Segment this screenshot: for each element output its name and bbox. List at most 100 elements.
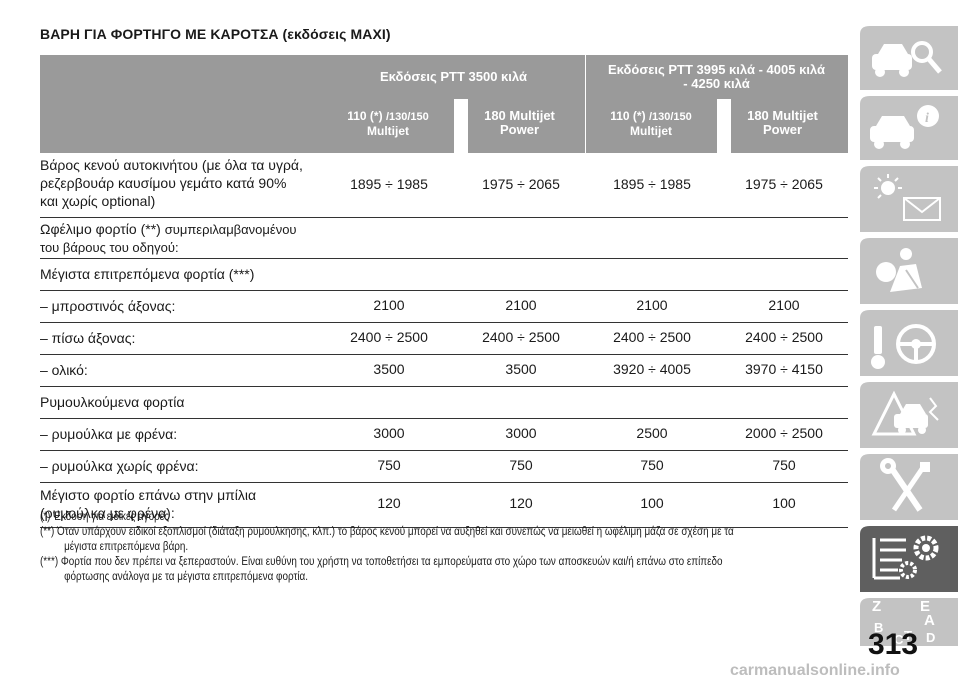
sub-header-110-multijet: 110 (*) /130/150 Multijet xyxy=(322,109,454,138)
svg-text:i: i xyxy=(925,111,929,126)
cell-value: 2500 xyxy=(636,425,668,441)
sub-header-130-150-label-2: /130/150 xyxy=(648,111,692,123)
row-label-line: Ωφέλιμο φορτίο (**) xyxy=(40,221,161,237)
row-towed-loads: Ρυμουλκούμενα φορτία xyxy=(40,387,848,419)
row-label: – ολικό: xyxy=(40,362,88,378)
cell-value: 750 xyxy=(640,457,664,473)
car-search-icon[interactable] xyxy=(860,26,958,90)
header-group-ptt3995-line2: - 4250 κιλά xyxy=(683,76,750,91)
cell-value: 2400 ÷ 2500 xyxy=(745,329,823,345)
sub-divider-1 xyxy=(454,99,468,153)
chapter-sidebar: i xyxy=(860,26,958,651)
cell-value: 3970 ÷ 4150 xyxy=(745,361,823,377)
sub-header-130-150-label: /130/150 xyxy=(385,111,429,123)
footnotes: (*) Έκδοση για ειδικές αγορές (**) Όταν … xyxy=(40,510,840,585)
car-info-icon[interactable]: i xyxy=(860,96,958,160)
footnote-2-cont: μέγιστα επιτρεπόμενα βάρη. xyxy=(64,541,189,553)
sub-header-multijet-label: Multijet xyxy=(367,124,409,138)
sub-header-multijet-label-2: Multijet xyxy=(630,124,672,138)
cell-value: 3920 ÷ 4005 xyxy=(613,361,691,377)
warning-lights-icon[interactable] xyxy=(860,166,958,232)
cell-value: 3000 xyxy=(373,425,405,441)
cell-value: 100 xyxy=(772,495,796,511)
index-letter: C xyxy=(894,632,904,647)
row-label: – μπροστινός άξονας: xyxy=(40,298,176,314)
row-label: Βάρος κενού αυτοκινήτου (με όλα τα υγρά,… xyxy=(40,156,303,210)
sub-header-110-label: 110 (*) xyxy=(347,109,383,123)
specs-gear-icon[interactable] xyxy=(860,526,958,592)
row-total: – ολικό: 3500 3500 3920 ÷ 4005 3970 ÷ 41… xyxy=(40,355,848,387)
index-letter: Z xyxy=(872,598,882,615)
row-label-line: και χωρίς optional) xyxy=(40,193,156,209)
sub-header-power-label: Power xyxy=(499,122,539,137)
row-label-line: (ρυμούλκα με φρένα): xyxy=(40,505,175,521)
cell-value: 2400 ÷ 2500 xyxy=(482,329,560,345)
cell-value: 3000 xyxy=(505,425,537,441)
cell-value: 1895 ÷ 1985 xyxy=(613,176,691,192)
cell-value: 1975 ÷ 2065 xyxy=(745,176,823,192)
sub-header-110-label-2: 110 (*) xyxy=(610,109,646,123)
sub-header-power-label-2: Power xyxy=(762,122,802,137)
cell-value: 2100 xyxy=(373,297,405,313)
page-title: ΒΑΡΗ ΓΙΑ ΦΟΡΤΗΓΟ ΜΕ ΚΑΡΟΤΣΑ (εκδόσεις MA… xyxy=(40,26,391,42)
row-label: – ρυμούλκα χωρίς φρένα: xyxy=(40,458,199,474)
sub-divider-2 xyxy=(585,99,586,153)
cell-value: 750 xyxy=(509,457,533,473)
row-label-line: Μέγιστο φορτίο επάνω στην μπίλια xyxy=(40,487,257,503)
row-label: Ρυμουλκούμενα φορτία xyxy=(40,394,185,410)
row-label: Ωφέλιμο φορτίο (**) συμπεριλαμβανομένου … xyxy=(40,220,297,257)
index-letter: B xyxy=(874,620,884,635)
row-label: – πίσω άξονας: xyxy=(40,330,136,346)
cell-value: 2100 xyxy=(505,297,537,313)
sub-header-180-power-2: 180 Multijet Power xyxy=(717,109,848,137)
cell-value: 2000 ÷ 2500 xyxy=(745,425,823,441)
row-label: – ρυμούλκα με φρένα: xyxy=(40,426,178,442)
footnote-1: (*) Έκδοση για ειδικές αγορές xyxy=(40,511,169,523)
cell-value: 3500 xyxy=(505,361,537,377)
car-crash-icon[interactable] xyxy=(860,382,958,448)
cell-value: 1895 ÷ 1985 xyxy=(350,176,428,192)
footer-watermark: carmanualsonline.info xyxy=(730,662,900,679)
sidebar-graphics: i xyxy=(860,26,958,646)
row-label-line: του βάρους του οδηγού: xyxy=(40,240,179,255)
index-letter: E xyxy=(920,598,931,615)
airbag-person-icon[interactable] xyxy=(860,238,958,304)
row-trailer-unbraked: – ρυμούλκα χωρίς φρένα: 750 750 750 750 xyxy=(40,451,848,483)
alphabet-index-icon[interactable] xyxy=(860,598,958,646)
footnote-2: (**) Όταν υπάρχουν ειδικοί εξοπλισμοί (δ… xyxy=(40,526,734,538)
index-letters: Z E A B C T D xyxy=(860,598,958,647)
sub-header-180-power: 180 Multijet Power xyxy=(454,109,585,137)
cell-value: 1975 ÷ 2065 xyxy=(482,176,560,192)
row-tow-ball-load: Μέγιστο φορτίο επάνω στην μπίλια (ρυμούλ… xyxy=(40,483,848,528)
cell-value: 120 xyxy=(377,495,401,511)
sub-header-180-label: 180 Multijet xyxy=(484,108,555,123)
footnote-3: (***) Φορτία που δεν πρέπει να ξεπεραστο… xyxy=(40,556,723,568)
header-group-ptt3995: Εκδόσεις PTT 3995 κιλά - 4005 κιλά - 425… xyxy=(585,63,848,91)
index-letter: T xyxy=(904,628,912,643)
row-rear-axle: – πίσω άξονας: 2400 ÷ 2500 2400 ÷ 2500 2… xyxy=(40,323,848,355)
header-group-ptt3995-line1: Εκδόσεις PTT 3995 κιλά - 4005 κιλά xyxy=(608,62,825,77)
cell-value: 2400 ÷ 2500 xyxy=(350,329,428,345)
row-label-note: συμπεριλαμβανομένου xyxy=(164,222,297,237)
cell-value: 3500 xyxy=(373,361,405,377)
row-max-loads: Μέγιστα επιτρεπόμενα φορτία (***) xyxy=(40,259,848,291)
row-label-line: Βάρος κενού αυτοκινήτου (με όλα τα υγρά, xyxy=(40,157,303,173)
sub-header-110-multijet-2: 110 (*) /130/150 Multijet xyxy=(585,109,717,138)
page-number: 313 xyxy=(868,628,919,661)
cell-value: 2100 xyxy=(768,297,800,313)
cell-value: 750 xyxy=(772,457,796,473)
row-trailer-braked: – ρυμούλκα με φρένα: 3000 3000 2500 2000… xyxy=(40,419,848,451)
wrench-screwdriver-icon[interactable] xyxy=(860,454,958,520)
sub-divider-3 xyxy=(717,99,731,153)
cell-value: 2100 xyxy=(636,297,668,313)
header-blank-cell xyxy=(40,55,322,153)
row-label: Μέγιστα επιτρεπόμενα φορτία (***) xyxy=(40,266,255,282)
header-vertical-divider xyxy=(585,55,586,99)
row-front-axle: – μπροστινός άξονας: 2100 2100 2100 2100 xyxy=(40,291,848,323)
row-empty-weight: Βάρος κενού αυτοκινήτου (με όλα τα υγρά,… xyxy=(40,153,848,218)
index-letter: A xyxy=(924,612,935,629)
cell-value: 750 xyxy=(377,457,401,473)
sub-header-180-label-2: 180 Multijet xyxy=(747,108,818,123)
steering-wheel-icon[interactable] xyxy=(860,310,958,376)
cell-value: 2400 ÷ 2500 xyxy=(613,329,691,345)
